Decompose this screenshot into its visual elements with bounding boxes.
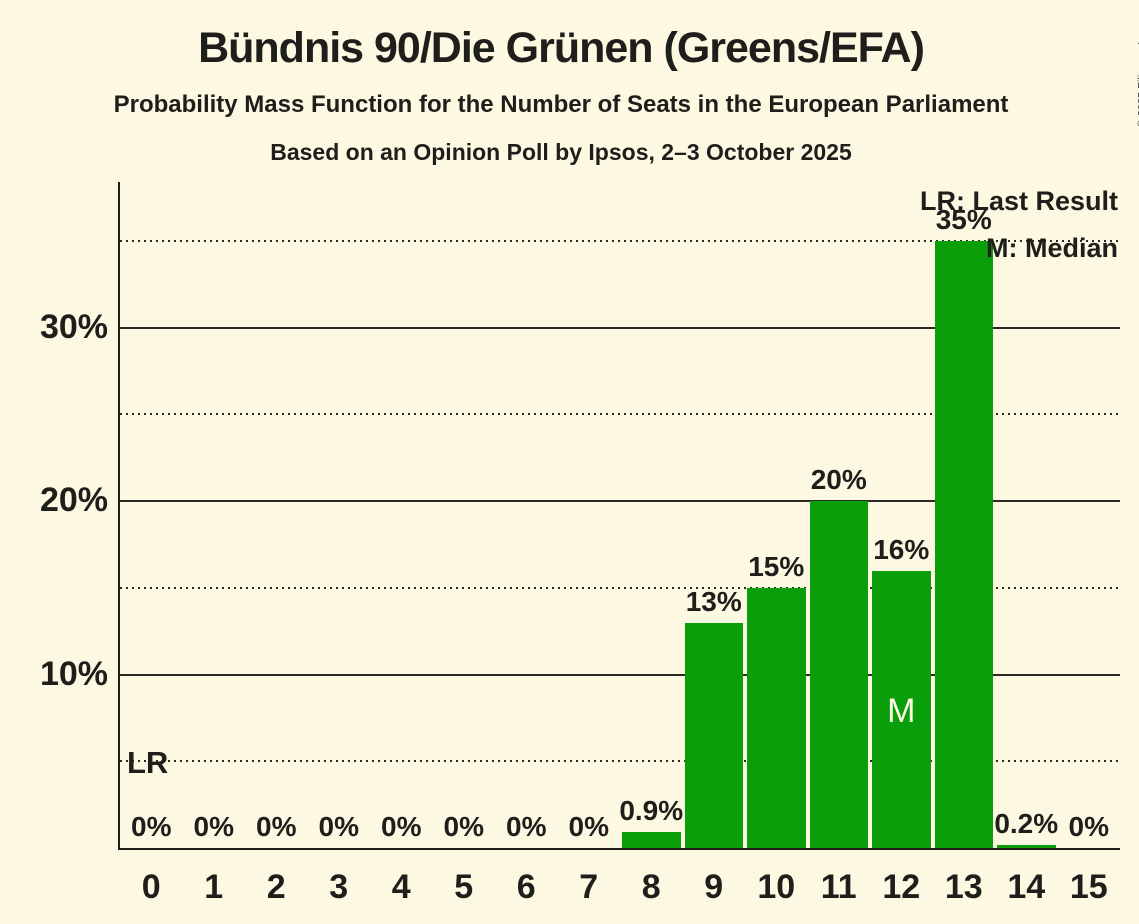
major-gridline — [120, 673, 1120, 676]
bar-value-label: 15% — [748, 550, 805, 582]
x-axis-tick-label: 2 — [266, 868, 286, 906]
major-gridline — [120, 326, 1120, 329]
poll-source-line: Based on an Opinion Poll by Ipsos, 2–3 O… — [270, 139, 852, 165]
bar-value-label: 35% — [935, 203, 992, 235]
x-axis-tick-label: 15 — [1069, 868, 1108, 906]
x-axis-tick-label: 4 — [391, 868, 411, 906]
bar-value-label: 0.2% — [994, 807, 1059, 839]
chart-subtitle: Probability Mass Function for the Number… — [113, 91, 1009, 118]
plot-area: 10% 20% 30% 0% 0 0% 1 0% 2 0% 3 0% 4 0% 5 0% 6 0% 7 0.9% 8 13… — [40, 182, 1120, 904]
bar-value-label: 0% — [381, 811, 422, 842]
x-axis-tick-label: 9 — [704, 868, 724, 906]
x-axis-tick-label: 11 — [820, 868, 857, 906]
x-axis-tick-label: 14 — [1007, 868, 1046, 906]
x-axis-tick-label: 13 — [944, 868, 983, 906]
legend-median: M: Median — [986, 233, 1118, 263]
bar — [997, 844, 1056, 848]
legend-last-result: LR: Last Result — [919, 186, 1118, 216]
bar-value-label: 0% — [1068, 811, 1109, 842]
bar — [809, 501, 868, 848]
x-axis-tick-label: 0 — [141, 868, 161, 906]
minor-gridline — [120, 586, 1120, 589]
major-gridline — [120, 500, 1120, 503]
bar-value-label: 0% — [193, 811, 234, 842]
x-axis-tick-label: 6 — [516, 868, 536, 906]
bar — [747, 587, 806, 848]
bar-value-label: 0% — [318, 811, 359, 842]
minor-gridline — [120, 239, 1120, 242]
chart-title: Bündnis 90/Die Grünen (Greens/EFA) — [198, 24, 925, 72]
minor-gridline — [120, 760, 1120, 763]
x-axis-tick-label: 5 — [454, 868, 474, 906]
x-axis-tick-label: 8 — [641, 868, 661, 906]
bar — [934, 240, 993, 848]
bar-value-label: 0% — [506, 811, 547, 842]
bar-value-label: 16% — [873, 533, 930, 565]
x-axis-tick-label: 12 — [882, 868, 921, 906]
bar-value-label: 0.9% — [619, 795, 684, 827]
x-axis-tick-label: 3 — [329, 868, 349, 906]
bar-value-label: 0% — [443, 811, 484, 842]
bar-value-label: 0% — [568, 811, 609, 842]
x-axis-tick-label: 1 — [204, 868, 224, 906]
bar — [622, 832, 681, 848]
bar-value-label: 0% — [131, 811, 172, 842]
bar-value-label: 20% — [810, 464, 867, 496]
bar-value-label: 13% — [685, 585, 742, 617]
bar — [684, 622, 743, 848]
last-result-marker: LR — [127, 745, 169, 781]
bar — [872, 570, 931, 848]
median-marker: M — [887, 692, 916, 730]
y-axis-tick-label: 10% — [39, 654, 108, 693]
x-axis-tick-label: 7 — [579, 868, 599, 906]
x-axis-tick-label: 10 — [757, 868, 796, 906]
bar-value-label: 0% — [256, 811, 297, 842]
y-axis-tick-label: 20% — [39, 481, 108, 520]
minor-gridline — [120, 413, 1120, 416]
y-axis-tick-label: 30% — [39, 307, 108, 346]
